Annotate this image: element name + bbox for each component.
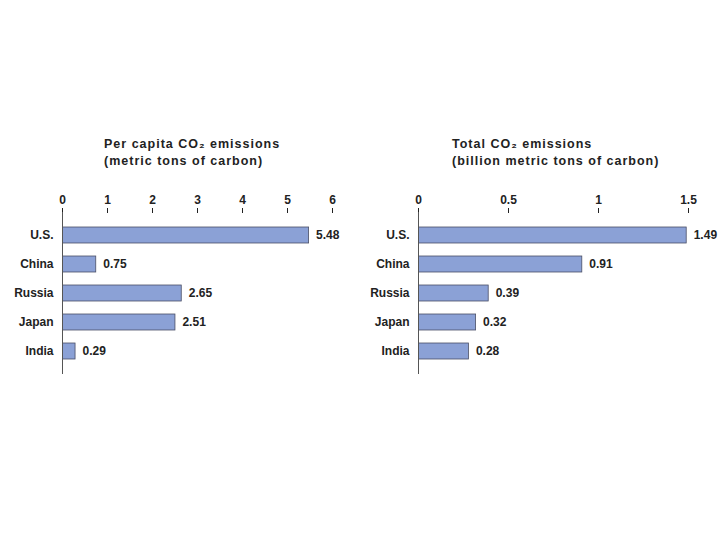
html-text:(metric tons of carbon): (metric tons of carbon) bbox=[104, 154, 264, 168]
svg-text:U.S.: U.S. bbox=[30, 228, 53, 242]
svg-text:0.5: 0.5 bbox=[500, 193, 517, 207]
svg-text:0: 0 bbox=[415, 193, 422, 207]
html-text:Per capita CO₂ emissions: Per capita CO₂ emissions bbox=[104, 137, 281, 151]
svg-text:Russia: Russia bbox=[14, 286, 54, 300]
svg-text:2.51: 2.51 bbox=[182, 315, 206, 329]
svg-text:2.65: 2.65 bbox=[189, 286, 213, 300]
svg-text:India: India bbox=[25, 344, 53, 358]
svg-text:6: 6 bbox=[329, 193, 336, 207]
svg-text:China: China bbox=[376, 257, 410, 271]
svg-text:5.48: 5.48 bbox=[316, 228, 340, 242]
svg-text:3: 3 bbox=[194, 193, 201, 207]
svg-text:1: 1 bbox=[595, 193, 602, 207]
svg-text:1.5: 1.5 bbox=[680, 193, 697, 207]
html-text:Total CO₂ emissions: Total CO₂ emissions bbox=[452, 137, 593, 151]
svg-text:0.91: 0.91 bbox=[589, 257, 613, 271]
html-text:(billion metric tons of carbon: (billion metric tons of carbon) bbox=[452, 154, 660, 168]
svg-text:4: 4 bbox=[239, 193, 246, 207]
svg-text:2: 2 bbox=[149, 193, 156, 207]
svg-text:0: 0 bbox=[59, 193, 66, 207]
svg-text:0.29: 0.29 bbox=[83, 344, 107, 358]
svg-text:Russia: Russia bbox=[370, 286, 410, 300]
svg-text:0.32: 0.32 bbox=[483, 315, 507, 329]
svg-text:U.S.: U.S. bbox=[386, 228, 409, 242]
svg-text:China: China bbox=[20, 257, 54, 271]
svg-text:1.49: 1.49 bbox=[694, 228, 718, 242]
svg-text:India: India bbox=[381, 344, 409, 358]
svg-text:0.28: 0.28 bbox=[476, 344, 500, 358]
svg-text:Japan: Japan bbox=[375, 315, 410, 329]
svg-text:5: 5 bbox=[284, 193, 291, 207]
svg-text:0.39: 0.39 bbox=[496, 286, 520, 300]
svg-text:0.75: 0.75 bbox=[103, 257, 127, 271]
svg-text:Japan: Japan bbox=[19, 315, 54, 329]
svg-text:1: 1 bbox=[104, 193, 111, 207]
